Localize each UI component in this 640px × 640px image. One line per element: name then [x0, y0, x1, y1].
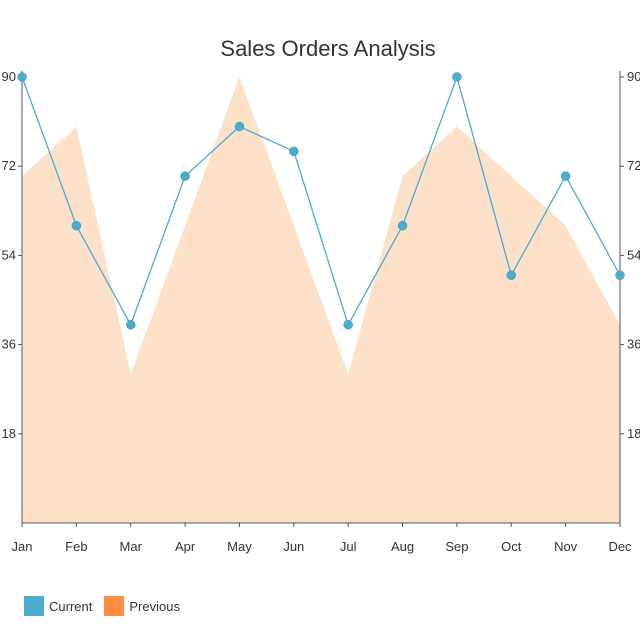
series-current-point	[452, 72, 462, 82]
legend-swatch-previous	[104, 596, 125, 616]
y-tick-label-right: 18	[627, 426, 640, 441]
y-tick-label-left: 90	[2, 69, 16, 84]
y-tick-label-right: 90	[627, 69, 640, 84]
legend-swatch-current	[24, 596, 44, 616]
y-tick-label-left: 54	[2, 247, 16, 262]
series-current-point	[506, 270, 517, 280]
series-current-point	[17, 72, 27, 82]
y-tick-label-left: 18	[2, 426, 16, 441]
y-tick-label-right: 72	[627, 158, 640, 173]
x-tick-label: Jul	[340, 539, 357, 554]
chart-title: Sales Orders Analysis	[220, 36, 435, 61]
x-tick-label: Jan	[12, 539, 33, 554]
series-current-point	[289, 146, 299, 157]
series-current-line	[21, 74, 621, 327]
x-tick-label: Mar	[120, 539, 143, 554]
x-tick-label: Feb	[65, 539, 87, 554]
x-tick-label: Oct	[501, 539, 522, 554]
legend-label-current: Current	[49, 598, 93, 614]
series-current-point	[125, 320, 136, 330]
y-tick-label-right: 36	[627, 337, 640, 352]
series-current-point	[180, 171, 190, 181]
series-current-point	[71, 220, 82, 231]
x-tick-label: Aug	[391, 539, 414, 554]
y-tick-label-left: 36	[2, 337, 16, 352]
x-tick-label: Sep	[445, 539, 468, 554]
legend-item-current[interactable]: Current	[24, 596, 92, 616]
series-current-point	[615, 270, 625, 280]
series-previous-area	[22, 77, 620, 523]
x-tick-label: Dec	[608, 539, 632, 554]
legend-label-previous: Previous	[129, 598, 180, 614]
x-tick-label: Jun	[283, 539, 304, 554]
y-tick-label-right: 54	[627, 247, 640, 262]
series-current-point	[397, 220, 408, 231]
series-current-point	[234, 121, 245, 132]
x-tick-label: Nov	[554, 539, 578, 554]
legend: Current Previous	[24, 596, 180, 616]
x-tick-label: May	[227, 539, 252, 554]
series-current-point	[343, 320, 353, 330]
legend-item-previous[interactable]: Previous	[104, 596, 180, 616]
y-tick-label-left: 72	[2, 158, 16, 173]
x-tick-label: Apr	[175, 539, 196, 554]
series-current-point	[560, 171, 571, 181]
